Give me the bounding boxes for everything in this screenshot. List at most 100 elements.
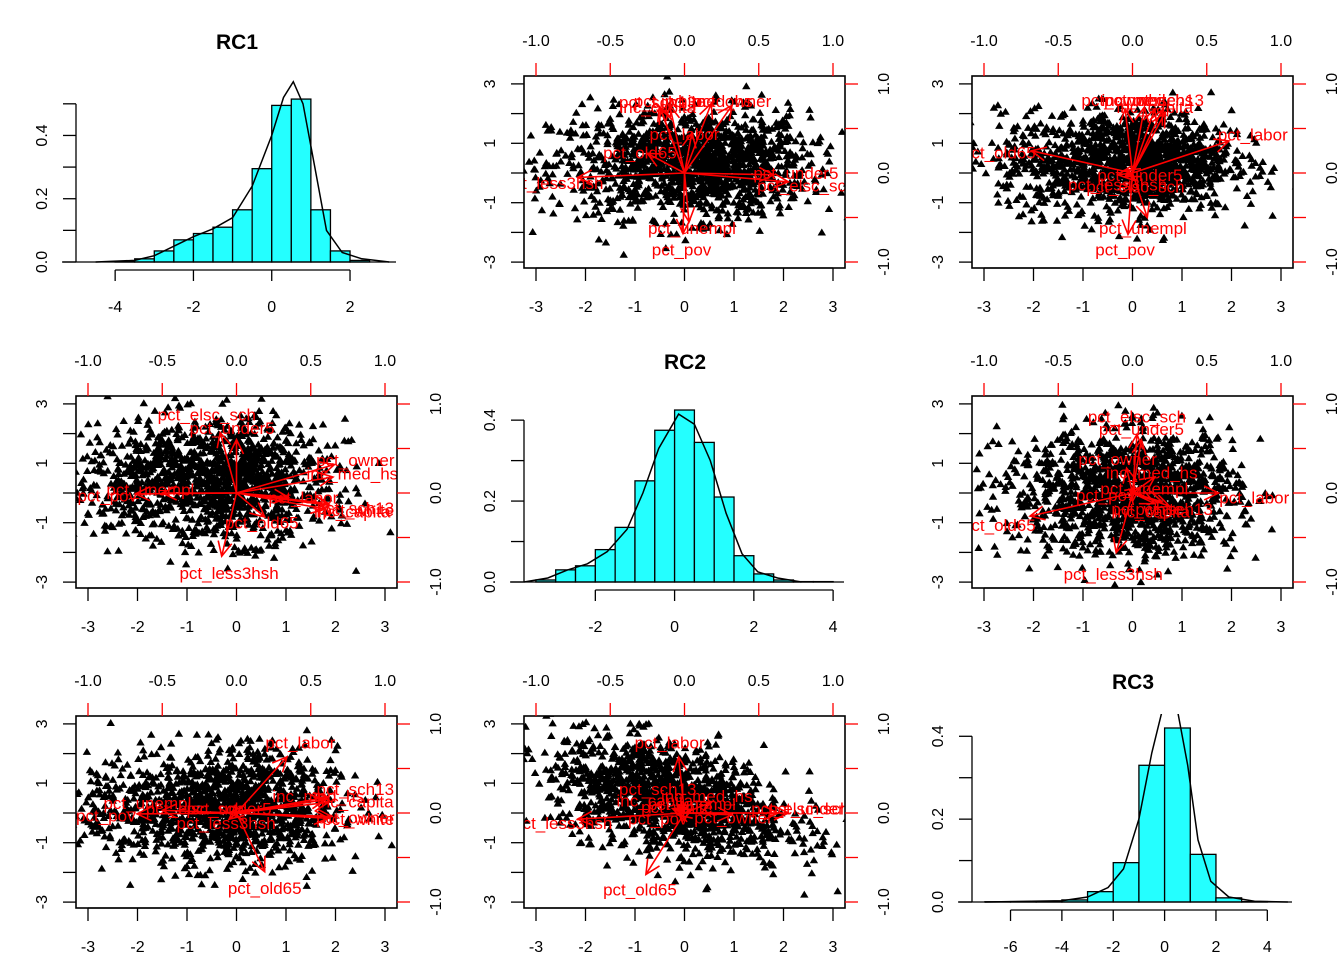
score-point xyxy=(1083,546,1092,554)
score-point xyxy=(103,466,112,474)
score-point xyxy=(223,564,232,572)
histogram-bar xyxy=(673,409,696,583)
score-point xyxy=(181,480,191,488)
score-point xyxy=(1001,107,1010,115)
score-point xyxy=(1128,204,1138,212)
score-point xyxy=(274,536,283,544)
score-point xyxy=(1044,546,1054,554)
score-point xyxy=(209,524,219,532)
histogram-bar xyxy=(713,496,735,583)
score-point xyxy=(192,422,201,430)
score-point xyxy=(183,400,192,408)
score-point xyxy=(1053,175,1063,183)
score-point xyxy=(1169,547,1179,555)
score-point xyxy=(1066,429,1075,436)
score-point xyxy=(211,501,220,509)
score-point xyxy=(233,431,242,439)
score-point xyxy=(561,151,570,159)
score-point xyxy=(1143,158,1152,166)
score-point xyxy=(1014,496,1023,504)
score-point xyxy=(786,134,795,142)
score-point xyxy=(292,474,302,482)
score-point xyxy=(1067,139,1077,147)
score-point xyxy=(711,91,720,99)
score-point xyxy=(244,460,253,468)
score-point xyxy=(150,406,160,414)
score-point xyxy=(659,146,668,154)
score-point xyxy=(1142,184,1152,192)
score-point xyxy=(1225,423,1234,431)
score-point xyxy=(547,126,556,134)
score-point xyxy=(1219,457,1228,465)
loading-label: inc_capita xyxy=(619,98,696,117)
score-point xyxy=(769,192,778,200)
score-point xyxy=(770,142,779,150)
score-point xyxy=(166,442,176,450)
score-point xyxy=(269,553,279,561)
score-point xyxy=(1219,120,1228,128)
score-point xyxy=(255,546,264,554)
score-point xyxy=(1058,492,1067,500)
score-point xyxy=(374,459,384,466)
score-point xyxy=(261,476,270,484)
score-point xyxy=(755,226,764,234)
score-point xyxy=(712,189,721,197)
loading-arrow xyxy=(658,107,686,174)
score-point xyxy=(756,183,766,191)
loading-arrow xyxy=(681,131,697,174)
score-point xyxy=(775,139,785,147)
score-point xyxy=(1030,434,1039,442)
score-point xyxy=(254,407,264,414)
score-point xyxy=(619,250,628,258)
score-point xyxy=(172,492,182,500)
histogram-bar xyxy=(192,232,214,263)
score-point xyxy=(759,211,768,219)
score-point xyxy=(1156,192,1165,200)
score-point xyxy=(1164,180,1174,188)
score-point xyxy=(1196,178,1205,185)
score-point xyxy=(223,421,232,429)
score-point xyxy=(188,435,198,442)
score-point xyxy=(1161,100,1170,108)
x-tick-label: 1 xyxy=(1178,299,1187,316)
x-tick-label: 0 xyxy=(267,299,276,316)
score-point xyxy=(1012,468,1021,476)
score-point xyxy=(688,182,697,190)
score-point xyxy=(734,208,743,216)
score-point xyxy=(972,465,981,473)
score-point xyxy=(213,506,222,514)
score-point xyxy=(714,212,723,220)
score-point xyxy=(1169,178,1178,186)
score-point xyxy=(545,179,554,187)
score-point xyxy=(626,140,636,148)
score-point xyxy=(1132,120,1141,128)
score-point xyxy=(1140,213,1149,221)
score-point xyxy=(786,105,795,112)
score-point xyxy=(604,168,614,176)
score-point xyxy=(169,496,178,504)
score-point xyxy=(192,462,201,470)
score-point xyxy=(112,425,121,433)
score-point xyxy=(219,505,228,513)
score-point xyxy=(1036,119,1045,127)
score-point xyxy=(257,473,266,481)
loading-x-tick-label: 0.0 xyxy=(225,353,247,370)
score-point xyxy=(996,109,1005,117)
score-point xyxy=(140,456,150,464)
score-point xyxy=(1048,191,1058,199)
score-point xyxy=(593,179,602,187)
loading-x-tick-label: 0.5 xyxy=(748,33,770,50)
score-point xyxy=(180,431,189,438)
loading-label: pct_old65 xyxy=(962,144,1036,163)
score-point xyxy=(690,191,699,199)
score-point xyxy=(763,126,773,134)
score-point xyxy=(184,524,194,531)
score-point xyxy=(1078,116,1088,124)
loading-label: pct_less3hsh xyxy=(179,564,278,583)
score-point xyxy=(1082,169,1091,177)
loading-arrow xyxy=(683,101,714,174)
score-point xyxy=(119,417,128,424)
y-tick-label: 0.0 xyxy=(482,571,499,593)
score-point xyxy=(637,119,646,127)
score-point xyxy=(680,143,690,151)
